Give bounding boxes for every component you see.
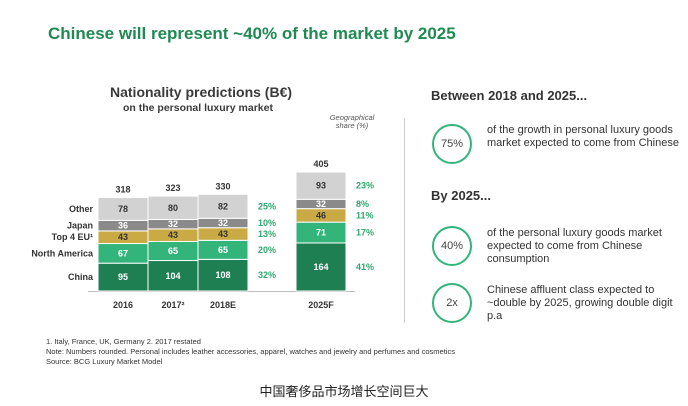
stat-text-75: of the growth in personal luxury goods m… — [487, 124, 679, 149]
series-label-other: Other — [69, 204, 94, 214]
value-label-china-1: 104 — [165, 271, 180, 281]
footnote-1: 1. Italy, France, UK, Germany 2. 2017 re… — [46, 337, 201, 346]
heading-2018-2025: Between 2018 and 2025... — [431, 88, 588, 103]
share-2025-top-4-eu: 11% — [356, 210, 374, 220]
series-label-north-america: North America — [31, 248, 94, 258]
series-label-top-4-eu: Top 4 EU¹ — [52, 232, 93, 242]
value-label-other-3: 93 — [316, 181, 326, 191]
chart-title: Nationality predictions (B€) — [110, 84, 293, 100]
divider — [404, 118, 405, 323]
footnote-2: Note: Numbers rounded. Personal includes… — [46, 347, 455, 356]
value-label-japan-0: 36 — [118, 221, 128, 231]
total-label-2: 330 — [215, 181, 230, 191]
value-label-north-america-3: 71 — [316, 228, 326, 238]
share-2018-china: 32% — [258, 270, 276, 280]
bar-segment-china-3 — [295, 242, 347, 292]
value-label-north-america-0: 67 — [118, 248, 128, 258]
bar-segment-other-2 — [197, 193, 249, 219]
value-label-top-4-eu-3: 46 — [316, 210, 326, 220]
share-2018-top-4-eu: 13% — [258, 229, 276, 239]
value-label-other-0: 78 — [118, 204, 128, 214]
value-label-japan-3: 32 — [316, 199, 326, 209]
series-label-japan: Japan — [67, 221, 93, 231]
stat-text-2x: Chinese affluent class expected to ~doub… — [487, 284, 673, 322]
category-label-0: 2016 — [113, 300, 133, 310]
value-label-top-4-eu-2: 43 — [218, 229, 228, 239]
chart-subtitle: on the personal luxury market — [123, 102, 273, 114]
bar-segment-other-3 — [295, 171, 347, 200]
value-label-china-0: 95 — [118, 272, 128, 282]
stat-text-40: of the personal luxury goods market expe… — [487, 227, 662, 265]
bar-segment-china-2 — [197, 258, 249, 292]
category-label-1: 2017² — [161, 300, 184, 310]
geographical-share-note: Geographical share (%) — [329, 113, 375, 130]
share-2018-japan: 10% — [258, 218, 276, 228]
stacked-bar-chart: 95674336783182016104654332803232017²1086… — [31, 159, 374, 310]
value-label-japan-1: 32 — [168, 219, 178, 229]
value-label-other-2: 82 — [218, 201, 228, 211]
value-label-top-4-eu-1: 43 — [168, 230, 178, 240]
main-title: Chinese will represent ~40% of the marke… — [48, 24, 456, 43]
share-2018-other: 25% — [258, 201, 276, 211]
value-label-china-3: 164 — [313, 262, 328, 272]
bar-segment-china-1 — [147, 260, 199, 292]
stat-circle-40: 40% — [432, 226, 472, 266]
total-label-0: 318 — [115, 185, 130, 195]
heading-by-2025: By 2025... — [431, 188, 491, 203]
total-label-3: 405 — [313, 159, 328, 169]
series-label-china: China — [68, 272, 94, 282]
share-2018-north-america: 20% — [258, 245, 276, 255]
caption: 中国奢侈品市场增长空间巨大 — [259, 385, 429, 400]
total-label-1: 323 — [165, 183, 180, 193]
value-label-japan-2: 32 — [218, 218, 228, 228]
value-label-north-america-1: 65 — [168, 246, 178, 256]
value-label-other-1: 80 — [168, 203, 178, 213]
share-2025-china: 41% — [356, 262, 374, 272]
value-label-north-america-2: 65 — [218, 245, 228, 255]
category-label-2: 2018E — [210, 300, 236, 310]
footnote-3: Source: BCG Luxury Market Model — [46, 357, 163, 366]
value-label-top-4-eu-0: 43 — [118, 232, 128, 242]
category-label-3: 2025F — [308, 300, 334, 310]
share-2025-other: 23% — [356, 181, 374, 191]
share-2025-north-america: 17% — [356, 228, 374, 238]
stat-circle-2x: 2x — [432, 283, 472, 323]
stat-circle-75: 75% — [432, 124, 472, 164]
share-2025-japan: 8% — [356, 199, 369, 209]
value-label-china-2: 108 — [215, 270, 230, 280]
